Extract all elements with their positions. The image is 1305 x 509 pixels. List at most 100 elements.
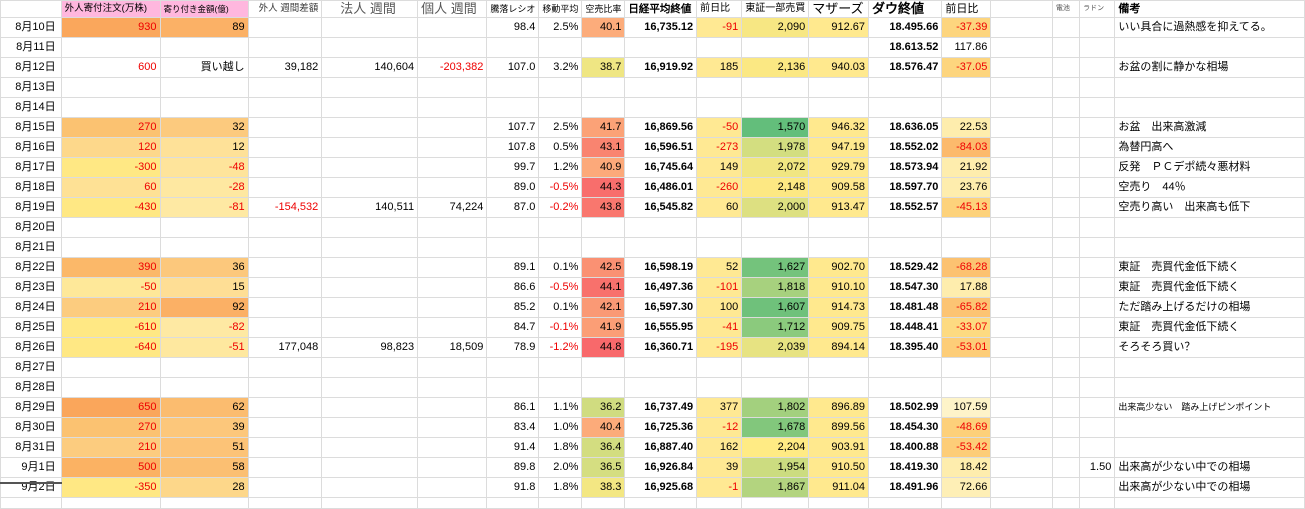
cell-ma[interactable]: 1.1%: [538, 397, 583, 418]
cell-nchg[interactable]: 60: [696, 197, 743, 218]
cell-mothers[interactable]: [808, 237, 870, 258]
cell-mothers[interactable]: [808, 97, 870, 118]
cell-dow[interactable]: 18.547.30: [868, 277, 943, 298]
cell-empty[interactable]: [486, 497, 540, 509]
cell-remark[interactable]: [1114, 97, 1305, 118]
cell-mothers[interactable]: [808, 37, 870, 58]
cell-denchi[interactable]: [1051, 157, 1081, 178]
cell-nchg[interactable]: -12: [696, 417, 743, 438]
column-header-sp[interactable]: [990, 0, 1053, 18]
cell-opening[interactable]: [159, 377, 249, 398]
cell-opening[interactable]: -51: [159, 337, 249, 358]
row-date-cell[interactable]: 8月13日: [0, 77, 62, 98]
cell-iweek[interactable]: [417, 297, 488, 318]
cell-sp[interactable]: [990, 437, 1053, 458]
cell-foreign[interactable]: 120: [60, 137, 161, 158]
cell-dchg[interactable]: -53.01: [941, 337, 992, 358]
cell-mothers[interactable]: 909.58: [808, 177, 870, 198]
cell-cweek[interactable]: [321, 277, 419, 298]
row-date-cell[interactable]: 8月19日: [0, 197, 62, 218]
row-date-cell[interactable]: 8月20日: [0, 217, 62, 238]
cell-nikkei[interactable]: [624, 377, 698, 398]
cell-ma[interactable]: 1.8%: [538, 437, 583, 458]
cell-radon[interactable]: [1079, 97, 1116, 118]
cell-dow[interactable]: [868, 97, 943, 118]
cell-sp[interactable]: [990, 397, 1053, 418]
cell-denchi[interactable]: [1051, 17, 1081, 38]
cell-fweek[interactable]: [247, 437, 323, 458]
cell-mothers[interactable]: [808, 217, 870, 238]
cell-dchg[interactable]: 72.66: [941, 477, 992, 498]
cell-radon[interactable]: [1079, 237, 1116, 258]
cell-cweek[interactable]: [321, 477, 419, 498]
row-date-cell[interactable]: 8月29日: [0, 397, 62, 418]
cell-opening[interactable]: -28: [159, 177, 249, 198]
cell-remark[interactable]: [1114, 37, 1305, 58]
cell-sp[interactable]: [990, 417, 1053, 438]
cell-iweek[interactable]: [417, 17, 488, 38]
cell-ma[interactable]: 1.0%: [538, 417, 583, 438]
cell-cweek[interactable]: [321, 237, 419, 258]
column-header-fweek[interactable]: 外人 週間差額: [247, 0, 323, 18]
cell-radon[interactable]: [1079, 317, 1116, 338]
cell-nikkei[interactable]: [624, 37, 698, 58]
cell-foreign[interactable]: 270: [60, 417, 161, 438]
cell-iweek[interactable]: [417, 177, 488, 198]
column-header-short[interactable]: 空売比率: [581, 0, 626, 18]
cell-empty[interactable]: [868, 497, 943, 509]
cell-tse[interactable]: [741, 77, 810, 98]
cell-fweek[interactable]: [247, 377, 323, 398]
cell-tse[interactable]: [741, 37, 810, 58]
cell-remark[interactable]: [1114, 357, 1305, 378]
column-header-dchg[interactable]: 前日比: [941, 0, 992, 18]
cell-tse[interactable]: 1,818: [741, 277, 810, 298]
cell-sp[interactable]: [990, 237, 1053, 258]
cell-dchg[interactable]: 18.42: [941, 457, 992, 478]
cell-nchg[interactable]: [696, 377, 743, 398]
cell-iweek[interactable]: [417, 417, 488, 438]
cell-sp[interactable]: [990, 277, 1053, 298]
cell-short[interactable]: 36.4: [581, 437, 626, 458]
column-header-remark[interactable]: 備考: [1114, 0, 1305, 18]
cell-empty[interactable]: [741, 497, 810, 509]
cell-foreign[interactable]: [60, 217, 161, 238]
cell-denchi[interactable]: [1051, 337, 1081, 358]
cell-mothers[interactable]: 947.19: [808, 137, 870, 158]
cell-ratio[interactable]: [486, 217, 540, 238]
column-header-ratio[interactable]: 騰落レシオ: [486, 0, 540, 18]
cell-tse[interactable]: 2,136: [741, 57, 810, 78]
cell-sp[interactable]: [990, 477, 1053, 498]
cell-fweek[interactable]: [247, 297, 323, 318]
cell-empty[interactable]: [696, 497, 743, 509]
cell-nchg[interactable]: 100: [696, 297, 743, 318]
cell-sp[interactable]: [990, 177, 1053, 198]
cell-radon[interactable]: [1079, 277, 1116, 298]
cell-ratio[interactable]: [486, 37, 540, 58]
cell-mothers[interactable]: 912.67: [808, 17, 870, 38]
cell-ratio[interactable]: 89.1: [486, 257, 540, 278]
cell-sp[interactable]: [990, 257, 1053, 278]
cell-dchg[interactable]: -68.28: [941, 257, 992, 278]
cell-short[interactable]: 40.9: [581, 157, 626, 178]
cell-sp[interactable]: [990, 137, 1053, 158]
cell-dchg[interactable]: -37.39: [941, 17, 992, 38]
cell-iweek[interactable]: [417, 357, 488, 378]
cell-cweek[interactable]: 140,604: [321, 57, 419, 78]
cell-short[interactable]: 36.5: [581, 457, 626, 478]
row-date-cell[interactable]: 8月24日: [0, 297, 62, 318]
cell-sp[interactable]: [990, 217, 1053, 238]
cell-tse[interactable]: [741, 357, 810, 378]
cell-sp[interactable]: [990, 317, 1053, 338]
cell-ma[interactable]: 3.2%: [538, 57, 583, 78]
cell-dow[interactable]: 18.395.40: [868, 337, 943, 358]
cell-iweek[interactable]: [417, 217, 488, 238]
cell-cweek[interactable]: [321, 457, 419, 478]
cell-tse[interactable]: [741, 237, 810, 258]
cell-tse[interactable]: 2,039: [741, 337, 810, 358]
cell-fweek[interactable]: [247, 237, 323, 258]
cell-empty[interactable]: [990, 497, 1053, 509]
cell-cweek[interactable]: [321, 257, 419, 278]
cell-opening[interactable]: [159, 357, 249, 378]
cell-nikkei[interactable]: [624, 217, 698, 238]
cell-dchg[interactable]: [941, 97, 992, 118]
